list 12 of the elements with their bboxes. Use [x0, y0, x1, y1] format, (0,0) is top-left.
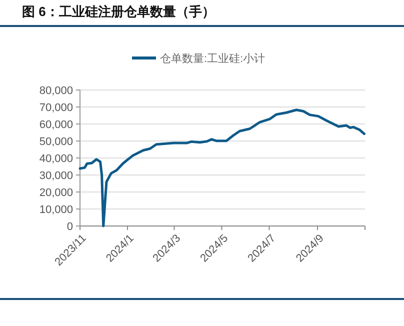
chart-title: 图 6：工业硅注册仓单数量（手）	[22, 4, 215, 19]
y-tick-label: 70,000	[39, 102, 73, 114]
y-tick-label: 50,000	[39, 136, 73, 148]
legend-label: 仓单数量:工业硅:小计	[160, 52, 266, 65]
y-tick-label: 0	[66, 220, 73, 233]
y-tick-label: 30,000	[39, 170, 73, 182]
y-tick-label: 80,000	[39, 84, 73, 97]
y-tick-label: 20,000	[39, 186, 73, 199]
line-series	[78, 108, 366, 228]
y-tick-label: 60,000	[39, 118, 73, 131]
y-tick-label: 40,000	[39, 152, 73, 165]
y-tick-label: 10,000	[39, 204, 73, 216]
